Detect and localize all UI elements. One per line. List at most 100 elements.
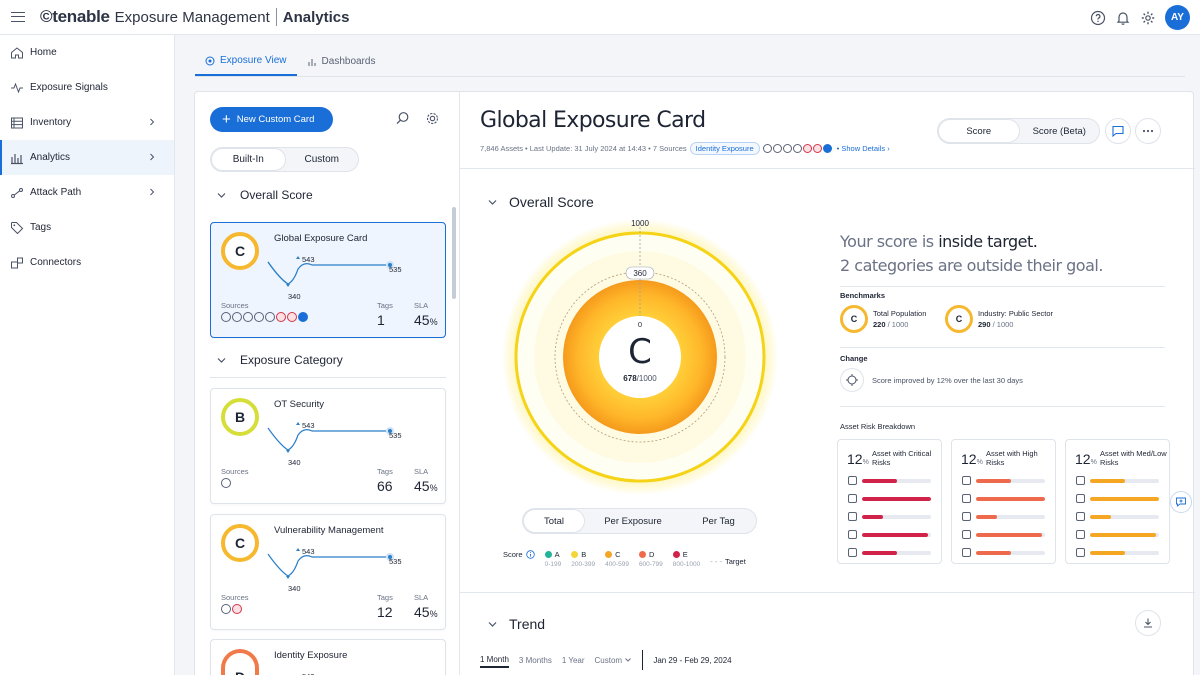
sidebar-item-exposure-signals[interactable]: Exposure Signals [0, 70, 174, 105]
comment-button[interactable] [1105, 118, 1131, 144]
risk-card-high[interactable]: 12% Asset with High Risks [951, 439, 1056, 564]
view-tabs: Exposure View Dashboards [195, 47, 385, 76]
card-vulnerability-management[interactable]: C Vulnerability Management 543 340 535 S… [210, 514, 446, 630]
section-exposure-category[interactable]: Exposure Category [217, 353, 343, 367]
legend-dot [672, 551, 680, 558]
tags-count: 1 [377, 312, 385, 328]
tab-exposure-view[interactable]: Exposure View [195, 47, 297, 76]
risk-bar-fill [862, 550, 897, 555]
source-icon [812, 144, 822, 153]
risk-row [1076, 530, 1159, 539]
spark-low-label: 340 [288, 584, 301, 593]
risk-row [848, 530, 931, 539]
risk-row [1076, 548, 1159, 557]
segment-built-in[interactable]: Built-In [211, 148, 286, 171]
risk-card-critical[interactable]: 12% Asset with Critical Risks [837, 439, 942, 564]
card-detail-column: Global Exposure Card 7,846 Assets • Last… [460, 92, 1195, 675]
overall-score-header[interactable]: Overall Score [488, 194, 594, 210]
card-meta: 7,846 Assets • Last Update: 31 July 2024… [480, 142, 890, 155]
sidebar-item-label: Home [30, 47, 57, 58]
tab-label: Dashboards [321, 56, 376, 67]
feedback-button[interactable] [1170, 491, 1192, 513]
tags-label: Tags [377, 467, 393, 476]
spark-end-label: 535 [389, 557, 402, 566]
view-per-exposure[interactable]: Per Exposure [604, 515, 662, 527]
avatar[interactable]: AY [1165, 5, 1190, 30]
sidebar-item-analytics[interactable]: Analytics [0, 140, 174, 175]
sidebar-item-home[interactable]: Home [0, 35, 174, 70]
risk-row [848, 476, 931, 485]
settings-icon[interactable] [425, 111, 440, 126]
spark-high-label: 543 [302, 255, 315, 264]
sla-label: SLA [414, 593, 429, 602]
bell-icon[interactable] [1115, 10, 1131, 26]
gear-icon[interactable] [1140, 10, 1156, 26]
comment-icon [1112, 125, 1124, 138]
sidebar-item-tags[interactable]: Tags [0, 210, 174, 245]
range-1-year[interactable]: 1 Year [561, 655, 585, 665]
view-toggle: Total Per Exposure Per Tag [522, 508, 757, 534]
info-icon[interactable] [525, 550, 535, 559]
range-custom[interactable]: Custom [595, 652, 633, 668]
sla-number: 45 [414, 478, 430, 494]
segment-custom[interactable]: Custom [304, 154, 339, 165]
risk-percent: 12 [847, 451, 863, 467]
grade-ring: C [221, 524, 259, 562]
risk-bar [862, 532, 931, 537]
menu-icon[interactable] [11, 12, 25, 22]
range-3-months[interactable]: 3 Months [518, 655, 552, 665]
sidebar-item-connectors[interactable]: Connectors [0, 245, 174, 280]
section-title: Exposure Category [240, 353, 343, 367]
section-overall-score[interactable]: Overall Score [217, 188, 313, 202]
download-button[interactable] [1135, 610, 1161, 636]
identity-icon [962, 530, 971, 539]
score-option[interactable]: Score [938, 119, 1020, 143]
change-text: Score improved by 12% over the last 30 d… [872, 375, 1023, 385]
more-button[interactable] [1135, 118, 1161, 144]
tags-label: Tags [377, 593, 393, 602]
new-custom-card-button[interactable]: + New Custom Card [210, 107, 333, 132]
show-details-link[interactable]: • Show Details › [836, 144, 890, 153]
sidebar-item-inventory[interactable]: Inventory [0, 105, 174, 140]
legend-dot [605, 551, 613, 558]
trend-sparkline [267, 548, 394, 579]
risk-row [1076, 512, 1159, 521]
card-global-exposure[interactable]: C Global Exposure Card 543 340 535 Sourc… [210, 222, 446, 338]
tab-dashboards[interactable]: Dashboards [297, 47, 386, 76]
score-beta-option[interactable]: Score (Beta) [1032, 125, 1086, 137]
source-icon [276, 312, 286, 322]
asset-count[interactable]: 7,846 Assets [480, 144, 523, 153]
connector-icon [11, 257, 23, 268]
source-icon [221, 312, 231, 322]
search-icon[interactable] [395, 111, 410, 126]
chevron-right-icon [150, 153, 155, 161]
source-icon [802, 144, 812, 153]
date-range[interactable]: Jan 29 - Feb 29, 2024 [653, 655, 732, 665]
view-total[interactable]: Total [523, 509, 585, 533]
sidebar-item-attack-path[interactable]: Attack Path [0, 175, 174, 210]
view-per-tag[interactable]: Per Tag [702, 515, 735, 527]
target-badge [625, 266, 655, 280]
benchmark-score: 220 [873, 320, 886, 329]
range-1-month[interactable]: 1 Month [480, 652, 509, 668]
source-icon [287, 312, 297, 322]
app-logo[interactable]: ©tenable Exposure Management Analytics [40, 7, 349, 27]
risk-bar [976, 550, 1045, 555]
risk-card-med-low[interactable]: 12% Asset with Med/Low Risks [1065, 439, 1170, 564]
identity-exposure-badge[interactable]: Identity Exposure [689, 142, 760, 155]
last-update: Last Update: 31 July 2024 at 14:43 [529, 144, 647, 153]
sources-label: Sources [221, 593, 249, 602]
show-details-label: Show Details [841, 144, 886, 153]
risk-bar [1090, 496, 1159, 501]
legend-item-d: D 600-799 [638, 550, 663, 568]
card-title: OT Security [274, 399, 324, 410]
card-ot-security[interactable]: B OT Security 543 340 535 Sources Tags S… [210, 388, 446, 504]
risk-row [962, 494, 1045, 503]
risk-bar-fill [976, 514, 997, 519]
card-identity-exposure[interactable]: D Identity Exposure 543 [210, 639, 446, 675]
source-count: 7 Sources [652, 144, 687, 153]
trend-header[interactable]: Trend [488, 616, 545, 632]
scrollbar[interactable] [452, 207, 456, 299]
benchmark-score: 290 [978, 320, 991, 329]
help-icon[interactable] [1090, 10, 1106, 26]
